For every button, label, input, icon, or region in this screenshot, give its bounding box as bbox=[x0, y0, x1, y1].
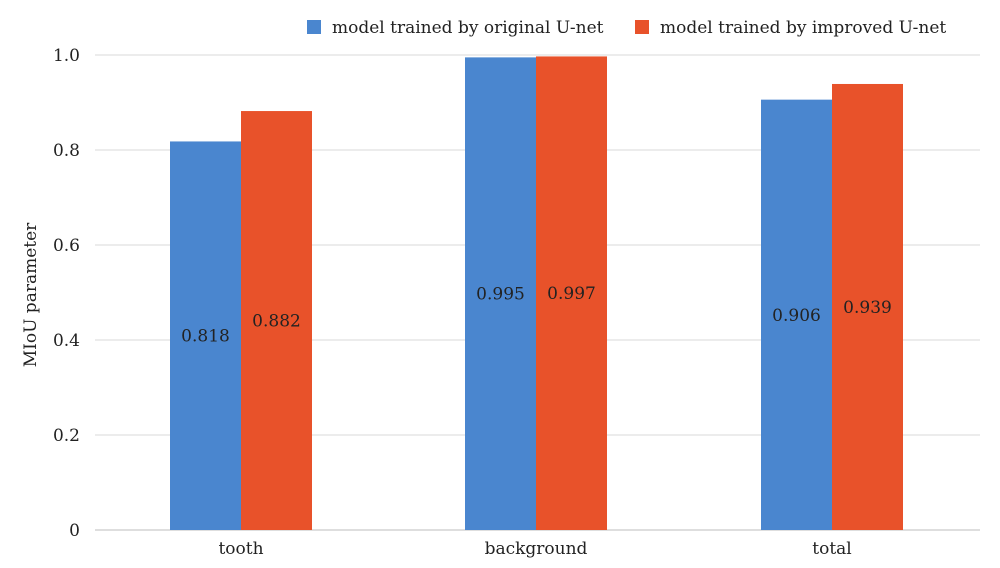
x-tick-label: tooth bbox=[218, 539, 263, 559]
data-label: 0.997 bbox=[547, 284, 596, 304]
data-label: 0.906 bbox=[772, 306, 821, 326]
x-tick-label: total bbox=[812, 539, 851, 559]
y-axis-label: MIoU parameter bbox=[21, 222, 41, 367]
y-tick-label: 1.0 bbox=[53, 46, 80, 66]
y-tick-label: 0 bbox=[69, 521, 80, 541]
data-label: 0.995 bbox=[476, 285, 525, 305]
x-axis-ticks: tooth background total bbox=[218, 539, 851, 559]
legend-item: model trained by original U-net bbox=[307, 18, 604, 38]
x-tick-label: background bbox=[485, 539, 588, 559]
bar-background-series-1 bbox=[465, 57, 536, 530]
y-tick-label: 0.2 bbox=[53, 426, 80, 446]
data-label: 0.818 bbox=[181, 327, 230, 347]
legend-swatch bbox=[635, 20, 649, 34]
y-tick-label: 0.4 bbox=[53, 331, 80, 351]
data-label: 0.939 bbox=[843, 298, 892, 318]
legend: model trained by original U-net model tra… bbox=[307, 18, 946, 38]
bars bbox=[170, 56, 903, 531]
y-tick-label: 0.6 bbox=[53, 236, 80, 256]
data-label: 0.882 bbox=[252, 312, 301, 332]
bar-background-series-2 bbox=[536, 56, 607, 531]
y-axis-ticks: 0 0.2 0.4 0.6 0.8 1.0 bbox=[53, 46, 80, 541]
legend-label: model trained by improved U-net bbox=[660, 18, 946, 38]
legend-label: model trained by original U-net bbox=[332, 18, 604, 38]
legend-swatch bbox=[307, 20, 321, 34]
y-tick-label: 0.8 bbox=[53, 141, 80, 161]
legend-item: model trained by improved U-net bbox=[635, 18, 946, 38]
bar-tooth-series-1 bbox=[170, 141, 241, 530]
bar-total-series-1 bbox=[761, 99, 832, 531]
bar-tooth-series-2 bbox=[241, 111, 312, 531]
bar-total-series-2 bbox=[832, 83, 903, 530]
data-labels: 0.818 0.882 0.995 0.997 0.906 0.939 bbox=[181, 284, 892, 347]
